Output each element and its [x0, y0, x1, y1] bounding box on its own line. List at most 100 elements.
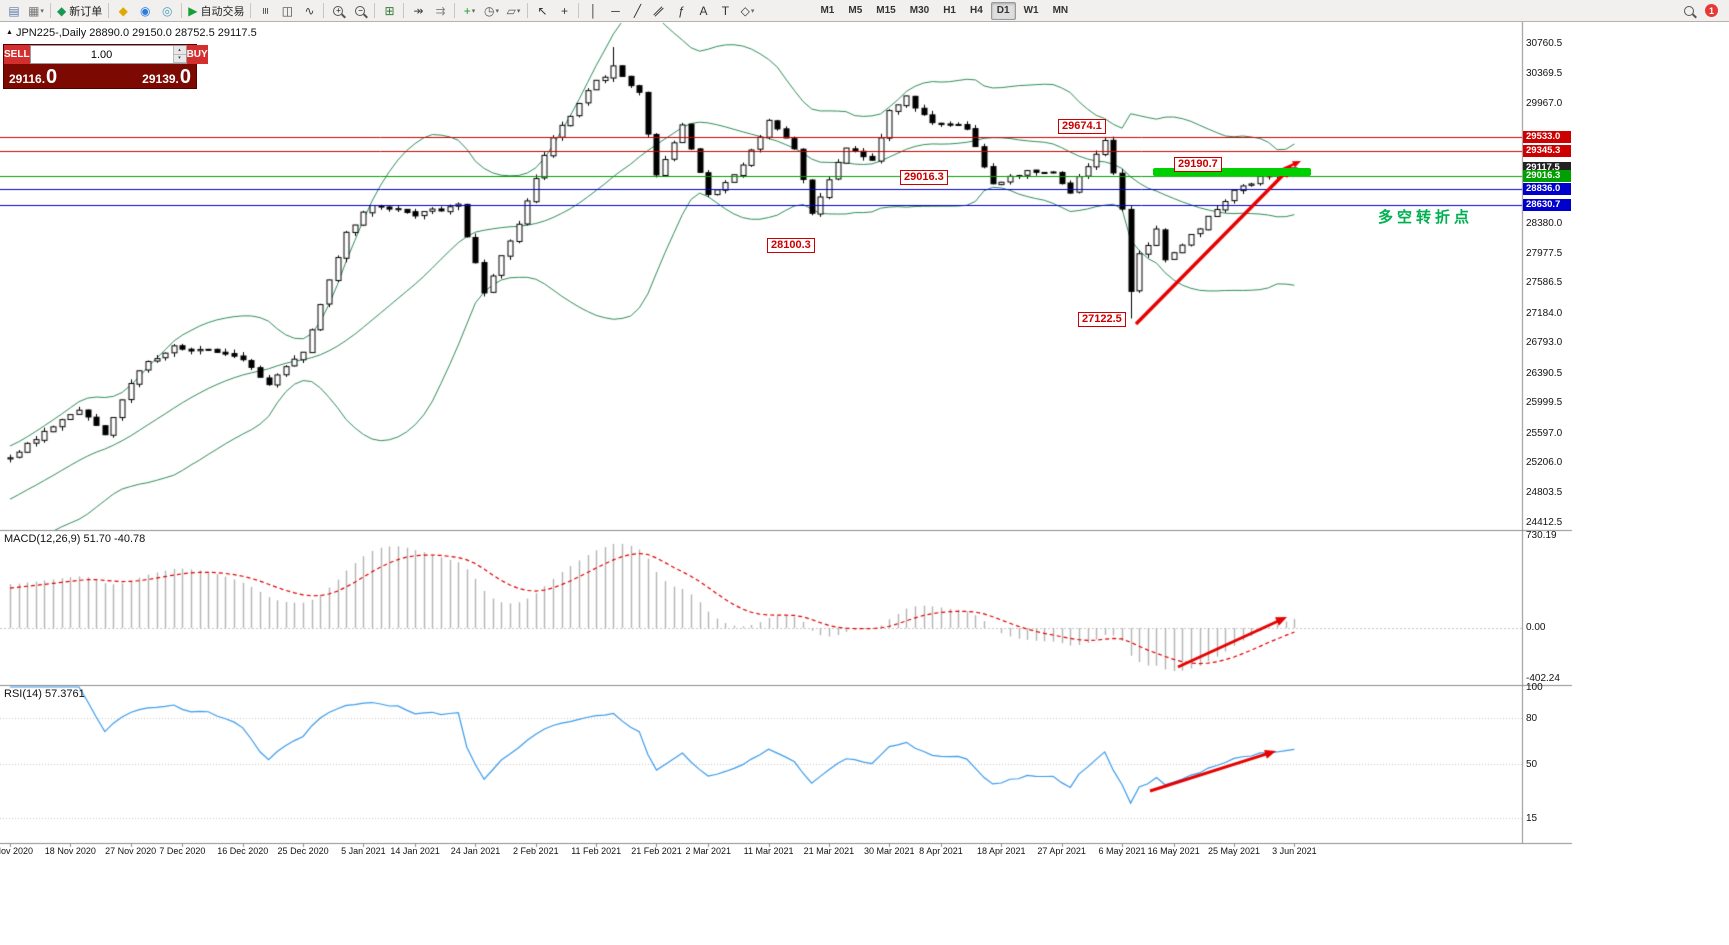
- buy-price-main: 29139.: [142, 72, 179, 86]
- trade-panel-prices: 29116. 0 29139. 0: [4, 64, 196, 88]
- indicators-icon[interactable]: + ▾: [459, 1, 479, 21]
- auto-scroll-glyph: ↠: [413, 3, 424, 18]
- price-axis-label: 24803.5: [1526, 487, 1563, 499]
- zoom-out-icon[interactable]: −: [350, 1, 370, 21]
- bar-chart-icon[interactable]: ≡: [255, 1, 275, 21]
- time-axis-label: 9 Nov 2020: [0, 846, 34, 856]
- bar-chart-glyph: ≡: [258, 6, 273, 15]
- new-order-button[interactable]: ◆ 新订单: [55, 1, 104, 21]
- candlestick-chart-glyph: ◫: [281, 3, 294, 18]
- toolbar-separator: [454, 3, 456, 18]
- search-icon[interactable]: [1679, 1, 1699, 21]
- price-line-label: 29345.3: [1523, 144, 1571, 157]
- shapes-icon[interactable]: ◇ ▾: [737, 1, 757, 21]
- timeframe-h1[interactable]: H1: [943, 4, 956, 16]
- toolbar-separator: [527, 3, 529, 18]
- horizontal-line-icon[interactable]: ─: [605, 1, 625, 21]
- tile-windows-icon[interactable]: ⊞: [379, 1, 399, 21]
- periods-icon[interactable]: ◷ ▾: [481, 1, 501, 21]
- text-icon[interactable]: A: [693, 1, 713, 21]
- sell-button[interactable]: SELL: [4, 45, 30, 64]
- metaeditor-icon[interactable]: ◆: [113, 1, 133, 21]
- time-axis-label: 18 Nov 2020: [44, 846, 96, 856]
- highlight-zone[interactable]: [1153, 168, 1311, 176]
- auto-scroll-icon[interactable]: ↠: [408, 1, 428, 21]
- templates-icon[interactable]: ▱ ▾: [503, 1, 523, 21]
- trendline-icon[interactable]: ╱: [627, 1, 647, 21]
- timeframe-w1[interactable]: W1: [1023, 4, 1039, 16]
- cursor-icon[interactable]: ↖: [532, 1, 552, 21]
- chevron-down-icon: ▾: [40, 7, 44, 15]
- timeframe-mn[interactable]: MN: [1052, 4, 1069, 16]
- price-callout[interactable]: 29190.7: [1174, 157, 1222, 172]
- trade-panel-controls: SELL ▴ ▾ BUY: [4, 45, 208, 64]
- timeframe-h4[interactable]: H4: [969, 4, 983, 16]
- zoom-in-glyph: +: [333, 5, 344, 16]
- auto-trading-label: 自动交易: [200, 5, 245, 18]
- support-icon[interactable]: ◎: [157, 1, 177, 21]
- auto-trading-button[interactable]: ▶ 自动交易: [186, 1, 246, 21]
- turning-point-label[interactable]: 多空转折点: [1378, 209, 1474, 226]
- timeframe-m15[interactable]: M15: [876, 4, 896, 16]
- profiles-icon[interactable]: ▦ ▾: [26, 1, 46, 21]
- price-callout[interactable]: 29016.3: [900, 170, 948, 185]
- tile-windows-glyph: ⊞: [384, 3, 395, 18]
- price-callout[interactable]: 27122.5: [1078, 312, 1126, 327]
- new-chart-icon[interactable]: ▤: [4, 1, 24, 21]
- rsi-axis-label: 50: [1526, 759, 1538, 770]
- channel-glyph: ∥: [652, 3, 667, 18]
- time-axis-label: 2 Feb 2021: [513, 846, 559, 856]
- zoom-in-icon[interactable]: +: [328, 1, 348, 21]
- time-axis-label: 27 Apr 2021: [1037, 846, 1086, 856]
- vertical-line-icon[interactable]: │: [583, 1, 603, 21]
- macd-axis-label: -402.24: [1526, 672, 1560, 684]
- price-axis-label: 29967.0: [1526, 97, 1563, 109]
- sell-price-main: 29116.: [9, 72, 46, 86]
- candlestick-chart-icon[interactable]: ◫: [277, 1, 297, 21]
- price-line-label: 29016.3: [1523, 169, 1571, 182]
- sell-price-big-digit: 0: [46, 66, 58, 88]
- time-axis-label: 14 Jan 2021: [390, 846, 440, 856]
- cursor-glyph: ↖: [537, 3, 548, 18]
- lot-spinner: ▴ ▾: [172, 46, 186, 63]
- time-axis-label: 6 May 2021: [1098, 846, 1146, 856]
- fibonacci-glyph: ƒ: [678, 3, 685, 18]
- vertical-line-glyph: │: [589, 3, 598, 18]
- toolbar-separator: [181, 3, 183, 18]
- price-line-label: 28630.7: [1523, 198, 1571, 211]
- lot-size-input[interactable]: [30, 46, 173, 63]
- fibonacci-icon[interactable]: ƒ: [671, 1, 691, 21]
- price-axis-label: 28380.0: [1526, 217, 1563, 229]
- buy-price-display: 29139. 0: [100, 67, 191, 87]
- new-order-glyph: ◆: [57, 3, 67, 18]
- rsi-axis-label: 15: [1526, 812, 1538, 824]
- crosshair-icon[interactable]: +: [554, 1, 574, 21]
- time-axis-label: 11 Feb 2021: [571, 846, 622, 856]
- buy-button[interactable]: BUY: [186, 45, 208, 64]
- timeframe-m1[interactable]: M1: [820, 4, 835, 16]
- price-callout[interactable]: 29674.1: [1058, 119, 1106, 134]
- symbol-ohlc-text: JPN225-,Daily 28890.0 29150.0 28752.5 29…: [15, 27, 257, 39]
- market-icon[interactable]: ◉: [135, 1, 155, 21]
- toolbar: ▤ ▦ ▾ ◆ 新订单 ◆ ◉ ◎ ▶ 自动交易 ≡ ◫ ∿ + − ⊞ ↠ ⇉ + ▾ ◷ ▾ ▱ ▾ ↖ + │ ─ ╱ ∥ ƒ A T ◇ ▾…: [0, 0, 1729, 22]
- price-callout[interactable]: 28100.3: [767, 238, 815, 253]
- price-line-label: 28836.0: [1523, 183, 1571, 196]
- lot-increase-button[interactable]: ▴: [173, 46, 186, 55]
- lot-decrease-button[interactable]: ▾: [173, 54, 186, 63]
- search-glyph: [1684, 5, 1694, 16]
- profiles-glyph: ▦: [28, 3, 40, 18]
- chart-shift-icon[interactable]: ⇉: [430, 1, 450, 21]
- timeframe-m30[interactable]: M30: [909, 4, 930, 16]
- timeframe-m5[interactable]: M5: [848, 4, 863, 16]
- line-chart-icon[interactable]: ∿: [299, 1, 319, 21]
- label-icon[interactable]: T: [715, 1, 735, 21]
- market-glyph: ◉: [139, 3, 151, 18]
- channel-icon[interactable]: ∥: [649, 1, 669, 21]
- notifications-badge[interactable]: 1: [1705, 4, 1718, 17]
- toolbar-separator: [323, 3, 325, 18]
- zoom-out-glyph: −: [355, 5, 366, 16]
- timeframe-d1[interactable]: D1: [990, 1, 1016, 20]
- time-axis-label: 21 Feb 2021: [631, 846, 682, 856]
- price-axis-label: 27586.5: [1526, 277, 1563, 289]
